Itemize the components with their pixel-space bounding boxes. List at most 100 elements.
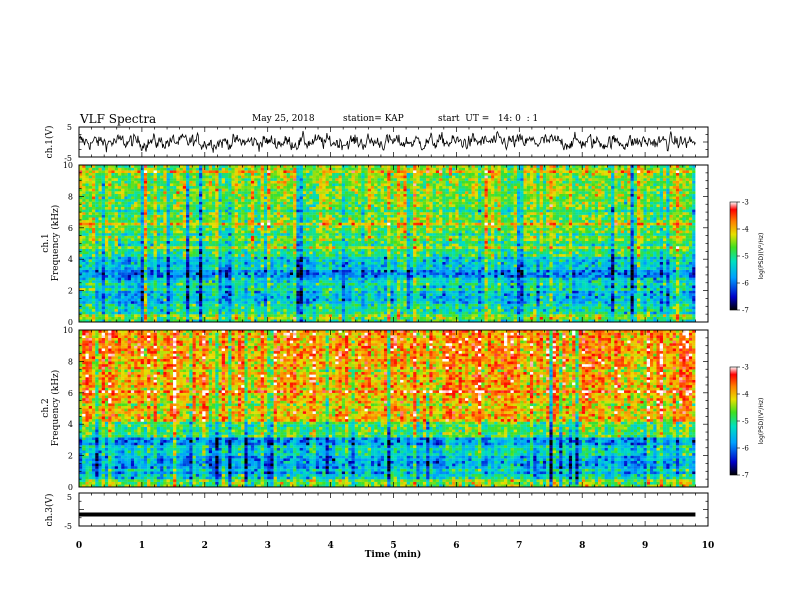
spec1-cell-4261 bbox=[342, 262, 345, 265]
spec1-cell-3617 bbox=[102, 270, 105, 273]
spec1-cell-2378 bbox=[397, 288, 400, 291]
spec1-cell-1012 bbox=[280, 306, 283, 309]
spec1-cell-564 bbox=[676, 314, 679, 317]
spec1-cell-2594 bbox=[481, 285, 484, 288]
spec1-cell-2785 bbox=[485, 283, 488, 286]
spec1-cell-3395 bbox=[614, 275, 617, 278]
spec1-cell-1085 bbox=[517, 306, 520, 309]
spec1-cell-2177 bbox=[361, 291, 364, 294]
spec1-cell-1753 bbox=[219, 296, 222, 299]
spec1-cell-4293 bbox=[446, 262, 449, 265]
spec1-cell-2971 bbox=[472, 280, 475, 283]
spec1-cell-322 bbox=[507, 317, 510, 320]
spec1-cell-433 bbox=[251, 314, 254, 317]
spec1-cell-367 bbox=[653, 317, 656, 320]
spec1-cell-4087 bbox=[394, 264, 397, 267]
spec1-cell-3828 bbox=[170, 267, 173, 270]
spec1-cell-1713 bbox=[89, 296, 92, 299]
spec1-cell-1253 bbox=[446, 304, 449, 307]
spec1-cell-3430 bbox=[111, 272, 114, 275]
spec1-cell-3738 bbox=[494, 270, 497, 273]
spec1-cell-3837 bbox=[199, 267, 202, 270]
spec1-cell-3169 bbox=[498, 278, 501, 281]
spec1-cell-2750 bbox=[371, 283, 374, 286]
spec1-cell-3188 bbox=[559, 278, 562, 281]
spec1-cell-2338 bbox=[267, 288, 270, 291]
spec1-cell-4644 bbox=[352, 257, 355, 260]
spec1-cell-4634 bbox=[319, 257, 322, 260]
spec1-cell-1333 bbox=[89, 301, 92, 304]
spec1-cell-2717 bbox=[264, 283, 267, 286]
spec1-cell-3879 bbox=[335, 267, 338, 270]
spec1-cell-1717 bbox=[102, 296, 105, 299]
spec1-cell-4757 bbox=[102, 254, 105, 257]
spec1-cell-3455 bbox=[193, 272, 196, 275]
spec1-cell-1906 bbox=[98, 293, 101, 296]
spec1-cell-4759 bbox=[108, 254, 111, 257]
spec1-cell-4272 bbox=[377, 262, 380, 265]
spec1-cell-457 bbox=[329, 314, 332, 317]
spec1-cell-2306 bbox=[163, 288, 166, 291]
spec1-cell-2826 bbox=[618, 283, 621, 286]
spec1-cell-2816 bbox=[585, 283, 588, 286]
spec1-cell-871 bbox=[439, 309, 442, 312]
spec1-cell-1826 bbox=[455, 296, 458, 299]
spec1-cell-4121 bbox=[504, 264, 507, 267]
spec1-cell-1789 bbox=[335, 296, 338, 299]
spec1-cell-4410 bbox=[209, 259, 212, 262]
spec1-cell-3925 bbox=[485, 267, 488, 270]
spec1-cell-4787 bbox=[199, 254, 202, 257]
spec1-cell-1930 bbox=[176, 293, 179, 296]
spec1-cell-3110 bbox=[306, 278, 309, 281]
spec1-cell-2171 bbox=[342, 291, 345, 294]
spec1-cell-1394 bbox=[287, 301, 290, 304]
spec1-cell-3299 bbox=[303, 275, 306, 278]
spec1-cell-421 bbox=[212, 314, 215, 317]
spec1-cell-4521 bbox=[569, 259, 572, 262]
spec1-cell-2331 bbox=[244, 288, 247, 291]
spec1-cell-535 bbox=[582, 314, 585, 317]
spec1-cell-1512 bbox=[669, 301, 672, 304]
spec1-cell-4579 bbox=[141, 257, 144, 260]
spec1-cell-683 bbox=[446, 312, 449, 315]
spec1-cell-4404 bbox=[189, 259, 192, 262]
spec1-cell-3690 bbox=[339, 270, 342, 273]
spec1-cell-551 bbox=[634, 314, 637, 317]
spec1-cell-4870 bbox=[468, 254, 471, 257]
spec1-cell-844 bbox=[352, 309, 355, 312]
spec1-cell-1524 bbox=[92, 298, 95, 301]
spec1-cell-1533 bbox=[121, 298, 124, 301]
spec1-cell-2496 bbox=[163, 285, 166, 288]
spec1-cell-1597 bbox=[329, 298, 332, 301]
spec1-cell-4320 bbox=[533, 262, 536, 265]
spec1-cell-3871 bbox=[309, 267, 312, 270]
spec1-cell-3774 bbox=[611, 270, 614, 273]
spec1-cell-3710 bbox=[403, 270, 406, 273]
spec1-cell-1838 bbox=[494, 296, 497, 299]
spec1-cell-2080 bbox=[663, 293, 666, 296]
spec1-cell-3112 bbox=[313, 278, 316, 281]
spec1-cell-2148 bbox=[267, 291, 270, 294]
spec1-cell-3519 bbox=[400, 272, 403, 275]
spec1-cell-1642 bbox=[475, 298, 478, 301]
spec1-cell-544 bbox=[611, 314, 614, 317]
spec1-cell-3418 bbox=[689, 275, 692, 278]
spec1-cell-2214 bbox=[481, 291, 484, 294]
spec1-cell-256 bbox=[293, 317, 296, 320]
spec1-cell-3473 bbox=[251, 272, 254, 275]
spec1-cell-3750 bbox=[533, 270, 536, 273]
spec1-cell-1821 bbox=[439, 296, 442, 299]
spec1-cell-2079 bbox=[660, 293, 663, 296]
spec1-cell-4621 bbox=[277, 257, 280, 260]
spec1-cell-4740 bbox=[663, 257, 666, 260]
spec1-cell-3712 bbox=[410, 270, 413, 273]
spec1-cell-1298 bbox=[592, 304, 595, 307]
spec1-cell-2004 bbox=[416, 293, 419, 296]
spec1-cell-3249 bbox=[141, 275, 144, 278]
spec1-cell-730 bbox=[598, 312, 601, 315]
spec1-cell-1316 bbox=[650, 304, 653, 307]
spec1-cell-2053 bbox=[575, 293, 578, 296]
spec1-cell-1132 bbox=[669, 306, 672, 309]
spec1-cell-722 bbox=[572, 312, 575, 315]
spec1-cell-1603 bbox=[348, 298, 351, 301]
